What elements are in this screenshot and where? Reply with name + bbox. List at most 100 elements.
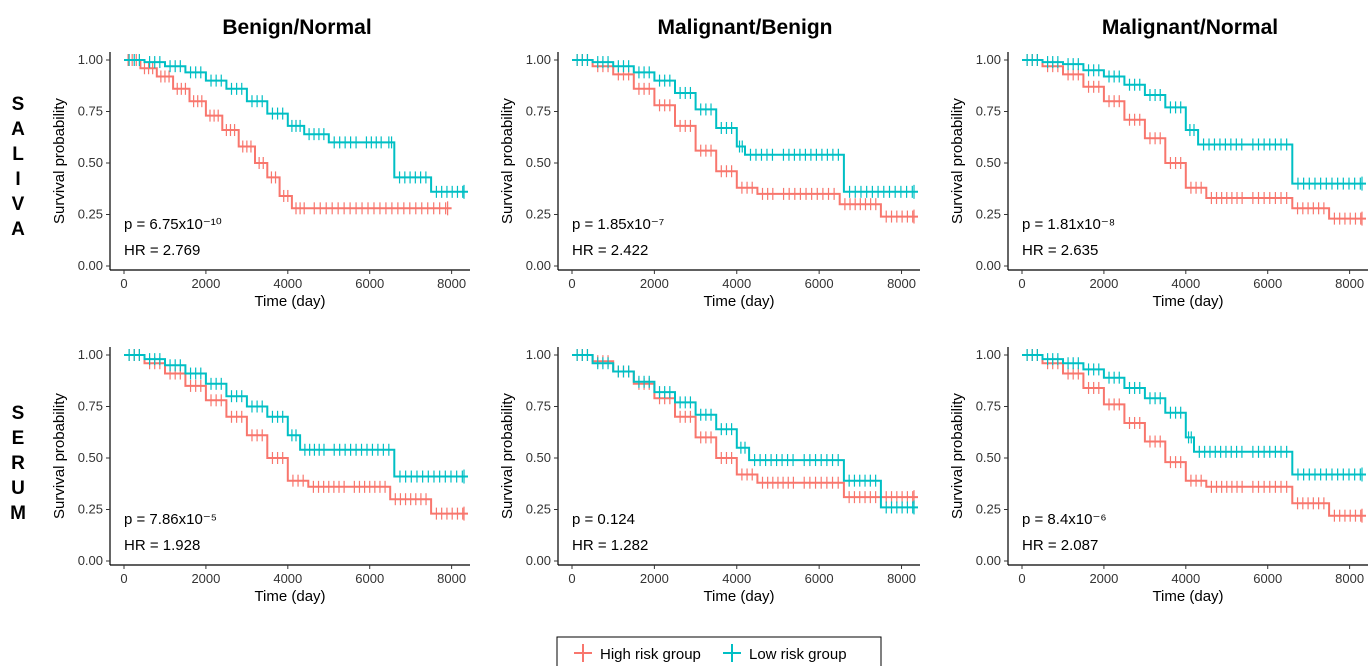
p-value-label: p = 6.75x10⁻¹⁰: [124, 216, 222, 233]
p-value-label: p = 7.86x10⁻⁵: [124, 511, 217, 528]
row-label-letter: M: [10, 503, 26, 524]
high-risk-censor-marks: [127, 54, 449, 216]
x-tick-label: 4000: [722, 276, 751, 291]
x-tick-label: 2000: [640, 276, 669, 291]
y-tick-label: 0.00: [78, 258, 103, 273]
y-axis-title: Survival probability: [499, 393, 516, 519]
x-tick-label: 6000: [355, 571, 384, 586]
y-axis-title: Survival probability: [949, 393, 966, 519]
low-risk-censor-marks: [1026, 349, 1363, 482]
y-axis-title: Survival probability: [51, 98, 68, 224]
y-tick-label: 1.00: [526, 347, 551, 362]
y-tick-label: 0.50: [526, 450, 551, 465]
hazard-ratio-label: HR = 2.087: [1022, 537, 1098, 554]
x-tick-label: 8000: [437, 276, 466, 291]
y-tick-label: 0.00: [78, 553, 103, 568]
p-value-label: p = 0.124: [572, 511, 635, 528]
low-risk-curve: [572, 354, 918, 509]
y-tick-label: 0.25: [526, 502, 551, 517]
y-tick-label: 0.50: [976, 450, 1001, 465]
x-tick-label: 8000: [1335, 571, 1364, 586]
column-title-malignant-normal: Malignant/Normal: [1102, 16, 1278, 39]
y-tick-label: 0.00: [526, 258, 551, 273]
survival-panel: 0.00 0.25 0.50 0.75 1.00 0 2000 4000 6000 8000 Tim…: [499, 347, 920, 605]
x-tick-label: 0: [568, 276, 575, 291]
y-tick-label: 1.00: [976, 347, 1001, 362]
x-axis-title: Time (day): [1152, 293, 1223, 310]
y-tick-label: 1.00: [526, 52, 551, 67]
row-label-letter: S: [12, 403, 25, 424]
x-tick-label: 2000: [640, 571, 669, 586]
x-tick-label: 8000: [1335, 276, 1364, 291]
row-label-letter: A: [11, 119, 25, 140]
x-tick-label: 4000: [273, 571, 302, 586]
high-risk-censor-marks: [576, 54, 915, 224]
column-titles: Benign/Normal Malignant/Benign Malignant…: [222, 16, 1278, 39]
y-tick-label: 0.50: [976, 155, 1001, 170]
row-label-letter: S: [12, 94, 25, 115]
y-tick-label: 0.00: [526, 553, 551, 568]
row-label-letter: I: [15, 169, 20, 190]
high-risk-curve: [1022, 354, 1366, 517]
x-tick-label: 4000: [722, 571, 751, 586]
y-tick-label: 0.50: [78, 450, 103, 465]
y-tick-label: 1.00: [78, 52, 103, 67]
y-tick-label: 1.00: [976, 52, 1001, 67]
hazard-ratio-label: HR = 1.282: [572, 537, 648, 554]
y-tick-label: 0.25: [976, 207, 1001, 222]
x-tick-label: 6000: [805, 276, 834, 291]
high-risk-censor-marks: [128, 349, 465, 521]
row-label-letter: E: [12, 428, 25, 449]
p-value-label: p = 1.85x10⁻⁷: [572, 216, 664, 233]
panels: 0.00 0.25 0.50 0.75 1.00 0 2000 4000 6000 8000 Tim…: [51, 52, 1368, 605]
high-risk-curve: [124, 354, 468, 515]
x-tick-label: 2000: [1089, 276, 1118, 291]
hazard-ratio-label: HR = 2.769: [124, 242, 200, 259]
survival-panel: 0.00 0.25 0.50 0.75 1.00 0 2000 4000 6000 8000 Tim…: [51, 52, 470, 310]
x-tick-label: 4000: [1171, 571, 1200, 586]
x-tick-label: 0: [1018, 276, 1025, 291]
x-tick-label: 2000: [1089, 571, 1118, 586]
high-risk-censor-marks: [1026, 54, 1363, 226]
legend: High risk group Low risk group: [556, 636, 882, 666]
x-axis-title: Time (day): [254, 588, 325, 605]
survival-panel: 0.00 0.25 0.50 0.75 1.00 0 2000 4000 6000 8000 Tim…: [499, 52, 920, 310]
x-tick-label: 6000: [1253, 276, 1282, 291]
x-axis-title: Time (day): [1152, 588, 1223, 605]
legend-label-low-risk: Low risk group: [749, 646, 847, 663]
row-label-letter: A: [11, 219, 25, 240]
y-axis-title: Survival probability: [499, 98, 516, 224]
x-tick-label: 2000: [191, 276, 220, 291]
high-risk-censor-marks: [1026, 349, 1363, 523]
y-tick-label: 0.50: [526, 155, 551, 170]
x-tick-label: 0: [568, 571, 575, 586]
survival-panel: 0.00 0.25 0.50 0.75 1.00 0 2000 4000 6000 8000 Tim…: [949, 347, 1368, 605]
y-tick-label: 0.75: [78, 104, 103, 119]
x-tick-label: 4000: [1171, 276, 1200, 291]
y-tick-label: 0.75: [976, 399, 1001, 414]
low-risk-censor-marks: [1026, 54, 1363, 191]
legend-label-high-risk: High risk group: [600, 646, 701, 663]
x-tick-label: 0: [120, 571, 127, 586]
legend-key-low-risk: [723, 644, 741, 662]
survival-panel: 0.00 0.25 0.50 0.75 1.00 0 2000 4000 6000 8000 Tim…: [51, 347, 470, 605]
high-risk-curve: [124, 59, 452, 210]
x-axis-title: Time (day): [254, 293, 325, 310]
low-risk-censor-marks: [128, 54, 465, 199]
row-label-letter: U: [11, 478, 25, 499]
x-axis-title: Time (day): [703, 588, 774, 605]
column-title-malignant-benign: Malignant/Benign: [658, 16, 833, 39]
legend-key-high-risk: [574, 644, 592, 662]
low-risk-censor-marks: [128, 349, 465, 484]
p-value-label: p = 1.81x10⁻⁸: [1022, 216, 1115, 233]
hazard-ratio-label: HR = 2.635: [1022, 242, 1098, 259]
x-tick-label: 8000: [437, 571, 466, 586]
p-value-label: p = 8.4x10⁻⁶: [1022, 511, 1107, 528]
x-tick-label: 8000: [887, 571, 916, 586]
y-axis-title: Survival probability: [949, 98, 966, 224]
y-tick-label: 0.75: [526, 399, 551, 414]
row-label-letter: L: [12, 144, 24, 165]
survival-panel: 0.00 0.25 0.50 0.75 1.00 0 2000 4000 6000 8000 Tim…: [949, 52, 1368, 310]
row-label-letter: R: [11, 453, 25, 474]
